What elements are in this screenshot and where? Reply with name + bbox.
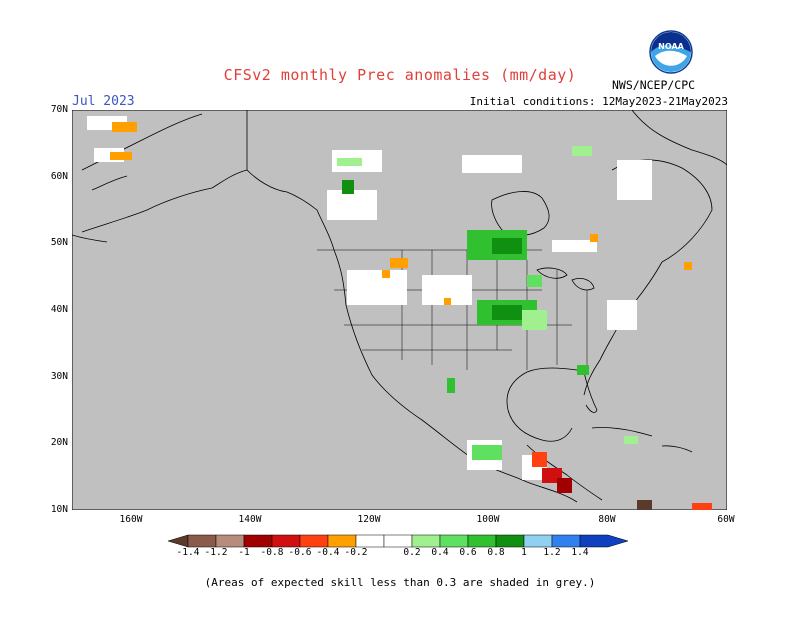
anomaly-cell — [692, 503, 712, 510]
lat-label: 10N — [50, 504, 68, 515]
anomaly-cell — [447, 378, 455, 393]
colorbar-cell — [383, 534, 413, 548]
colorbar-cell — [271, 534, 301, 548]
colorbar-cell — [523, 534, 553, 548]
colorbar-cell — [215, 534, 245, 548]
colorbar-label: 0.4 — [431, 547, 449, 558]
agency-label: NWS/NCEP/CPC — [612, 78, 696, 92]
colorbar — [168, 534, 628, 548]
anomaly-cell — [444, 298, 451, 305]
colorbar-label: 0.8 — [487, 547, 505, 558]
colorbar-cell — [355, 534, 385, 548]
colorbar-label: 0.2 — [403, 547, 421, 558]
white-cell — [327, 190, 377, 220]
colorbar-label: 0.6 — [459, 547, 477, 558]
lon-label: 140W — [238, 514, 262, 525]
white-cell — [617, 160, 652, 200]
anomaly-cell — [590, 234, 598, 242]
lat-label: 70N — [50, 104, 68, 115]
colorbar-cell — [439, 534, 469, 548]
anomaly-cell — [492, 238, 522, 254]
anomaly-cell — [557, 478, 572, 493]
colorbar-label: -0.2 — [344, 547, 368, 558]
white-cell — [347, 270, 407, 305]
lon-label: 80W — [598, 514, 616, 525]
anomaly-cell — [337, 158, 362, 166]
colorbar-cell — [551, 534, 581, 548]
colorbar-left-arrow — [168, 534, 189, 548]
lon-label: 120W — [357, 514, 381, 525]
anomaly-cell — [110, 152, 132, 160]
lat-label: 60N — [50, 171, 68, 182]
colorbar-cell — [467, 534, 497, 548]
positive-anomaly-cells — [337, 146, 638, 460]
colorbar-cell — [299, 534, 329, 548]
colorbar-label: -1.2 — [204, 547, 228, 558]
anomaly-cell — [577, 365, 589, 375]
colorbar-cell — [187, 534, 217, 548]
anomaly-cell — [572, 146, 592, 156]
initial-conditions-label: Initial conditions: 12May2023-21May2023 — [469, 95, 728, 108]
white-cell — [552, 240, 597, 252]
colorbar-right-arrow — [579, 534, 628, 548]
white-cell — [607, 300, 637, 330]
chart-title: CFSv2 monthly Prec anomalies (mm/day) — [223, 66, 577, 84]
colorbar-cell — [411, 534, 441, 548]
white-cell — [462, 155, 522, 173]
colorbar-label: -1.4 — [176, 547, 200, 558]
anomaly-cell — [472, 445, 502, 460]
anomaly-cell — [522, 310, 547, 330]
month-label: Jul 2023 — [72, 94, 135, 109]
colorbar-label: 1 — [521, 547, 527, 558]
anomaly-cell — [624, 436, 638, 444]
colorbar-cell — [495, 534, 525, 548]
anomaly-cell — [684, 262, 692, 270]
colorbar-label: -0.4 — [316, 547, 340, 558]
negative-anomaly-cells — [110, 122, 712, 510]
colorbar-label: -0.6 — [288, 547, 312, 558]
anomaly-cell — [390, 258, 408, 268]
lat-label: 30N — [50, 371, 68, 382]
lat-label: 50N — [50, 237, 68, 248]
colorbar-label: -1 — [238, 547, 250, 558]
colorbar-label: 1.4 — [571, 547, 589, 558]
lon-label: 100W — [476, 514, 500, 525]
colorbar-cell — [327, 534, 357, 548]
noaa-logo: NOAA — [649, 30, 693, 74]
lon-label: 160W — [119, 514, 143, 525]
lat-label: 40N — [50, 304, 68, 315]
anomaly-cell — [382, 270, 390, 278]
lat-label: 20N — [50, 437, 68, 448]
lon-label: 60W — [717, 514, 735, 525]
anomaly-cell — [342, 180, 354, 194]
colorbar-label: 1.2 — [543, 547, 561, 558]
anomaly-cell — [527, 275, 542, 287]
svg-text:NOAA: NOAA — [658, 42, 684, 51]
colorbar-cell — [243, 534, 273, 548]
anomaly-cell — [532, 452, 547, 467]
anomaly-cell — [112, 122, 137, 132]
colorbar-label: -0.8 — [260, 547, 284, 558]
footnote: (Areas of expected skill less than 0.3 a… — [204, 576, 596, 589]
anomaly-cell — [492, 305, 522, 320]
precipitation-map — [72, 110, 727, 510]
anomaly-cell — [637, 500, 652, 510]
